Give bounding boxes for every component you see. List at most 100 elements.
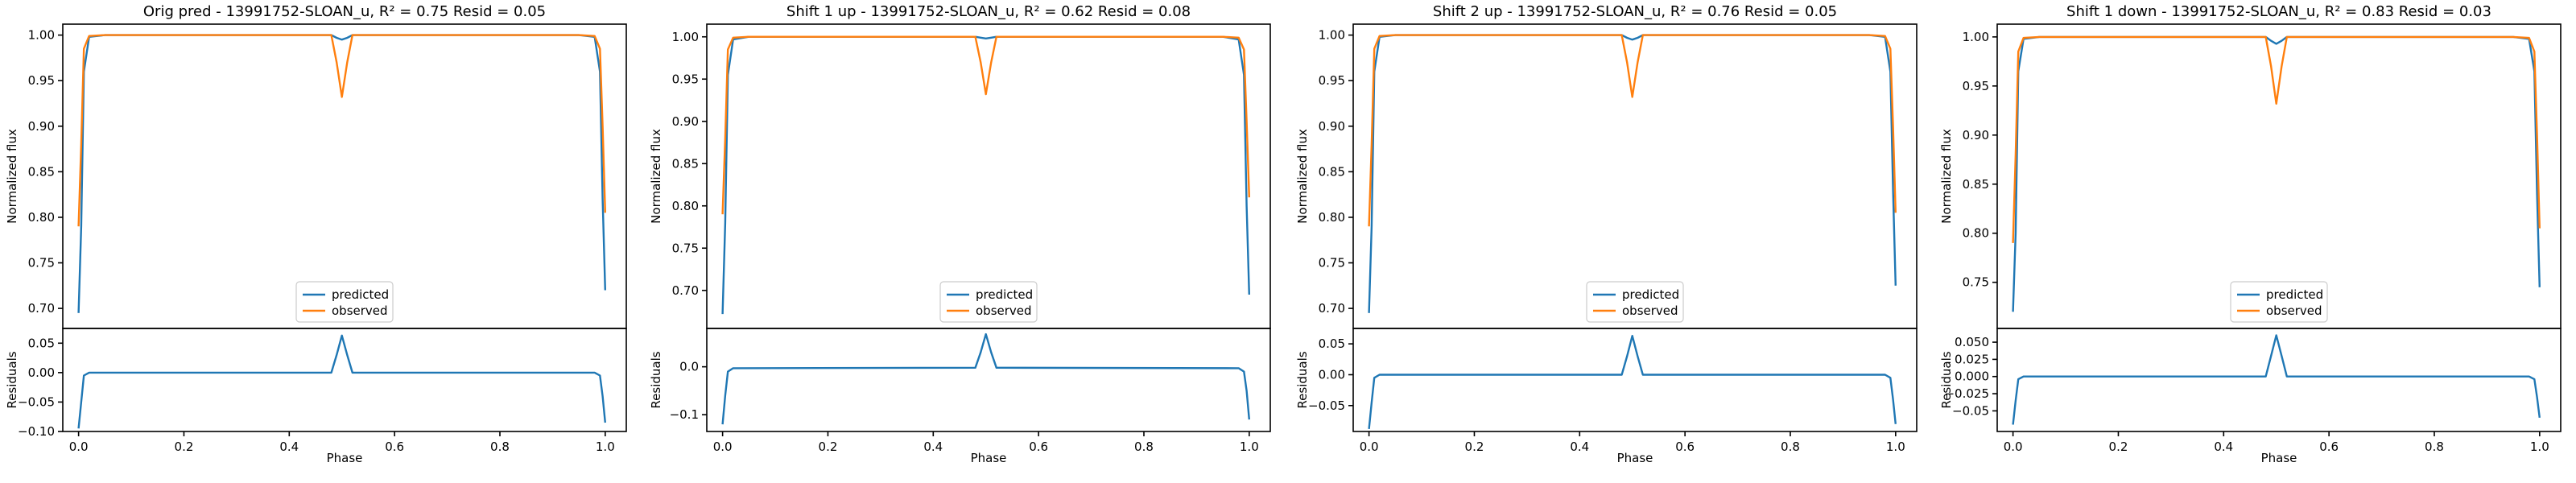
legend-label: observed: [1622, 303, 1678, 318]
y-tick-label-top: 0.75: [672, 241, 699, 255]
x-tick-label: 0.0: [1360, 440, 1379, 454]
y-tick-label-top: 0.80: [1319, 210, 1345, 225]
y-tick-label-top: 0.70: [672, 283, 699, 298]
x-tick-label: 0.0: [713, 440, 733, 454]
y-tick-label-top: 0.80: [672, 199, 699, 213]
x-tick-label: 0.0: [2004, 440, 2023, 454]
y-tick-label-top: 0.95: [672, 72, 699, 86]
y-tick-label-bottom: 0.00: [1319, 367, 1345, 382]
y-tick-label-bottom: 0.025: [1955, 352, 1989, 366]
chart-panel-4: Shift 1 down - 13991752-SLOAN_u, R² = 0.…: [1939, 3, 2562, 465]
bottom-axes-frame: [1352, 328, 1918, 432]
y-tick-label-top: 0.75: [28, 256, 55, 270]
y-tick-label-top: 1.00: [28, 28, 55, 43]
x-tick-label: 0.8: [2425, 440, 2444, 454]
y-axis-label-bottom: Residuals: [1939, 351, 1954, 408]
y-axis-label-top: Normalized flux: [1295, 129, 1310, 224]
y-tick-label-bottom: −0.025: [1944, 386, 1989, 401]
y-tick-label-top: 0.85: [28, 164, 55, 179]
y-tick-label-bottom: −0.05: [1952, 403, 1989, 418]
y-tick-label-bottom: 0.00: [28, 365, 55, 380]
series-line-observed: [721, 35, 1250, 215]
y-tick-label-top: 0.90: [28, 119, 55, 134]
legend-label: predicted: [332, 287, 389, 302]
y-tick-label-bottom: −0.05: [18, 394, 55, 409]
y-axis-label-bottom: Residuals: [5, 351, 19, 408]
series-line-predicted: [2012, 35, 2541, 312]
y-tick-label-bottom: −0.10: [18, 424, 55, 439]
x-axis-label: Phase: [1617, 451, 1653, 465]
bottom-axes-frame: [1996, 328, 2562, 432]
y-tick-label-top: 0.90: [672, 114, 699, 129]
y-tick-label-top: 1.00: [672, 30, 699, 44]
y-tick-label-top: 0.85: [1319, 164, 1345, 179]
x-tick-label: 0.4: [1570, 440, 1589, 454]
residuals-line: [2012, 334, 2541, 425]
x-tick-label: 0.2: [175, 440, 194, 454]
y-tick-label-top: 0.95: [1963, 79, 1989, 93]
series-line-observed: [77, 34, 606, 227]
y-tick-label-top: 0.90: [1319, 119, 1345, 134]
y-axis-label-bottom: Residuals: [649, 351, 663, 408]
y-axis-label-top: Normalized flux: [5, 129, 19, 224]
chart-title: Shift 2 up - 13991752-SLOAN_u, R² = 0.76…: [1433, 3, 1837, 20]
x-tick-label: 0.8: [490, 440, 510, 454]
series-line-predicted: [77, 34, 606, 313]
chart-title: Shift 1 down - 13991752-SLOAN_u, R² = 0.…: [2066, 3, 2491, 20]
y-tick-label-bottom: 0.05: [1319, 336, 1345, 351]
legend-label: observed: [976, 303, 1032, 318]
legend-box: [939, 281, 1038, 323]
y-axis-label-top: Normalized flux: [649, 129, 663, 224]
residuals-line: [77, 334, 606, 429]
y-tick-label-bottom: 0.050: [1955, 335, 1989, 349]
chart-panel-3: Shift 2 up - 13991752-SLOAN_u, R² = 0.76…: [1295, 3, 1918, 465]
y-tick-label-bottom: 0.0: [679, 360, 699, 374]
x-tick-label: 1.0: [2530, 440, 2549, 454]
y-tick-label-top: 0.90: [1963, 128, 1989, 142]
legend-box: [1586, 281, 1684, 323]
y-tick-label-bottom: −0.1: [670, 407, 699, 422]
x-tick-label: 0.6: [1029, 440, 1048, 454]
legend-label: predicted: [2266, 287, 2323, 302]
x-axis-label: Phase: [971, 451, 1007, 465]
y-tick-label-top: 1.00: [1963, 30, 1989, 44]
x-tick-label: 0.8: [1134, 440, 1154, 454]
bottom-axes-frame: [706, 328, 1271, 432]
chart-panel-2: Shift 1 up - 13991752-SLOAN_u, R² = 0.62…: [649, 3, 1271, 465]
legend-label: predicted: [1622, 287, 1679, 302]
y-tick-label-bottom: −0.05: [1308, 398, 1345, 413]
x-tick-label: 0.2: [2109, 440, 2128, 454]
bottom-axes-frame: [62, 328, 627, 432]
y-tick-label-top: 0.85: [1963, 177, 1989, 192]
x-tick-label: 0.4: [279, 440, 299, 454]
x-tick-label: 0.6: [2319, 440, 2339, 454]
residuals-line: [721, 332, 1250, 425]
y-tick-label-bottom: 0.000: [1955, 369, 1989, 384]
y-tick-label-top: 0.70: [28, 301, 55, 316]
x-tick-label: 0.4: [923, 440, 943, 454]
x-tick-label: 1.0: [596, 440, 615, 454]
x-tick-label: 1.0: [1886, 440, 1905, 454]
residuals-line: [1368, 335, 1897, 430]
chart-title: Orig pred - 13991752-SLOAN_u, R² = 0.75 …: [143, 3, 546, 20]
y-tick-label-top: 0.75: [1319, 256, 1345, 270]
x-tick-label: 0.4: [2214, 440, 2233, 454]
y-tick-label-top: 0.95: [1319, 73, 1345, 88]
legend-label: predicted: [976, 287, 1033, 302]
legend-box: [2230, 281, 2328, 323]
y-tick-label-bottom: 0.05: [28, 336, 55, 350]
x-tick-label: 0.0: [69, 440, 89, 454]
series-line-observed: [1368, 34, 1897, 227]
x-tick-label: 1.0: [1240, 440, 1259, 454]
y-tick-label-top: 1.00: [1319, 28, 1345, 43]
y-tick-label-top: 0.80: [1963, 226, 1989, 241]
legend-label: observed: [2266, 303, 2322, 318]
x-tick-label: 0.6: [1675, 440, 1695, 454]
series-line-observed: [2012, 35, 2541, 243]
y-tick-label-top: 0.75: [1963, 275, 1989, 290]
x-tick-label: 0.6: [385, 440, 404, 454]
